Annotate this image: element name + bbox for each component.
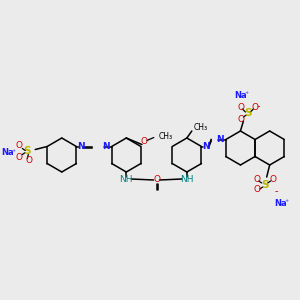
Text: N: N bbox=[102, 142, 110, 151]
Text: O: O bbox=[238, 115, 245, 124]
Text: -: - bbox=[275, 186, 278, 196]
Text: N: N bbox=[202, 142, 210, 151]
Text: O: O bbox=[16, 141, 23, 150]
Text: N: N bbox=[77, 142, 85, 151]
Text: ⁺: ⁺ bbox=[11, 148, 16, 157]
Text: CH₃: CH₃ bbox=[159, 132, 173, 141]
Text: O: O bbox=[252, 103, 259, 112]
Text: NH: NH bbox=[180, 176, 194, 184]
Text: O: O bbox=[253, 185, 260, 194]
Text: Na: Na bbox=[234, 91, 247, 100]
Text: ⁺: ⁺ bbox=[284, 199, 289, 208]
Text: -: - bbox=[256, 101, 260, 111]
Text: Na: Na bbox=[1, 148, 14, 157]
Text: O: O bbox=[153, 176, 160, 184]
Text: Na: Na bbox=[274, 199, 287, 208]
Text: O: O bbox=[253, 176, 260, 184]
Text: S: S bbox=[244, 108, 252, 118]
Text: ⁺: ⁺ bbox=[244, 91, 248, 100]
Text: O: O bbox=[238, 103, 245, 112]
Text: O: O bbox=[16, 153, 23, 162]
Text: O: O bbox=[269, 176, 276, 184]
Text: S: S bbox=[261, 180, 268, 190]
Text: O: O bbox=[140, 137, 147, 146]
Text: NH: NH bbox=[119, 176, 133, 184]
Text: N: N bbox=[216, 135, 224, 144]
Text: S: S bbox=[24, 146, 31, 157]
Text: CH₃: CH₃ bbox=[194, 124, 208, 133]
Text: O: O bbox=[26, 156, 33, 165]
